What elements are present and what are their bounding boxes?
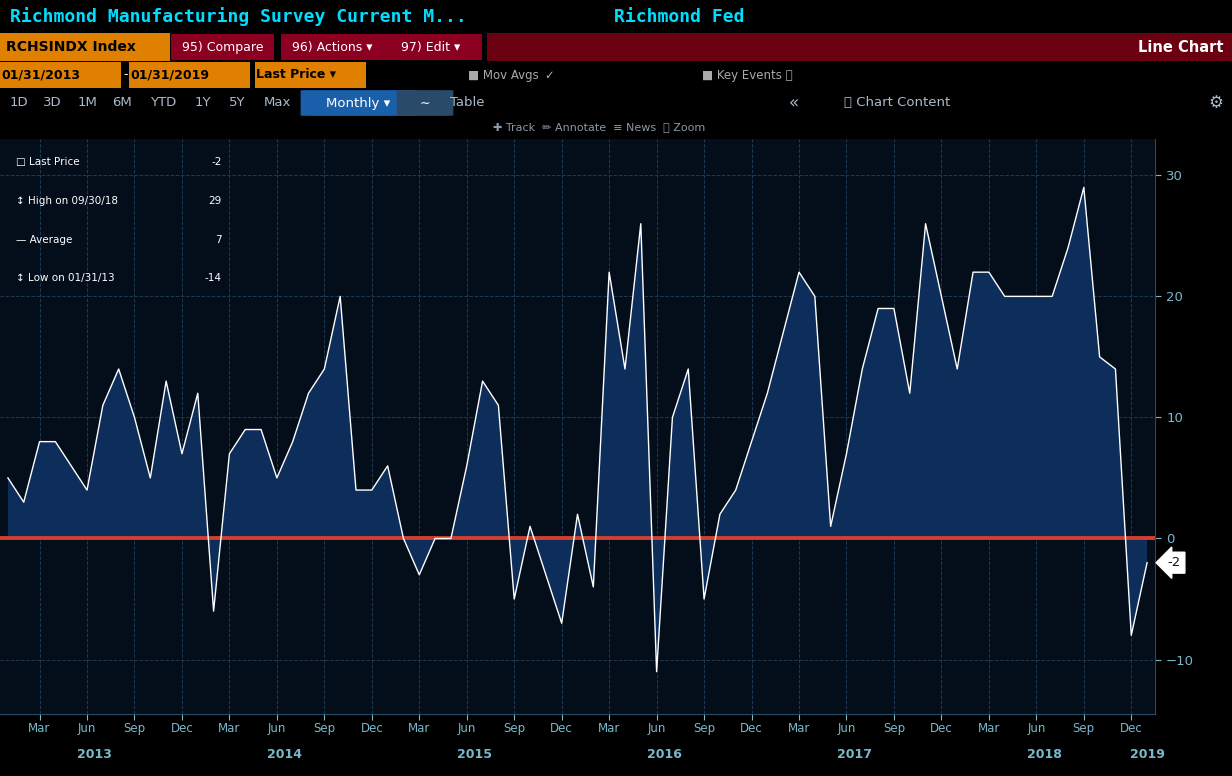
Text: 2019: 2019 <box>1130 748 1164 761</box>
Text: -: - <box>123 68 128 81</box>
Text: 5Y: 5Y <box>229 96 245 109</box>
Text: ■ Key Events ⓘ: ■ Key Events ⓘ <box>702 68 793 81</box>
Text: ∼: ∼ <box>420 96 430 109</box>
FancyBboxPatch shape <box>171 34 274 60</box>
Text: 6M: 6M <box>112 96 132 109</box>
Text: 96) Actions ▾: 96) Actions ▾ <box>292 40 372 54</box>
Text: Table: Table <box>450 96 484 109</box>
Text: 01/31/2013: 01/31/2013 <box>1 68 80 81</box>
Text: 2017: 2017 <box>837 748 872 761</box>
Text: Last Price ▾: Last Price ▾ <box>256 68 336 81</box>
Text: 2014: 2014 <box>267 748 302 761</box>
Text: □ Last Price: □ Last Price <box>16 158 79 167</box>
Text: Max: Max <box>264 96 291 109</box>
Text: — Average: — Average <box>16 234 73 244</box>
Text: 95) Compare: 95) Compare <box>181 40 264 54</box>
FancyBboxPatch shape <box>397 90 453 116</box>
Text: ↕ Low on 01/31/13: ↕ Low on 01/31/13 <box>16 273 115 283</box>
FancyBboxPatch shape <box>129 62 250 88</box>
FancyBboxPatch shape <box>487 33 1232 61</box>
Text: 97) Edit ▾: 97) Edit ▾ <box>400 40 461 54</box>
FancyBboxPatch shape <box>255 62 366 88</box>
Text: YTD: YTD <box>150 96 176 109</box>
Text: ↕ High on 09/30/18: ↕ High on 09/30/18 <box>16 196 118 206</box>
Text: 2013: 2013 <box>78 748 112 761</box>
Text: -14: -14 <box>205 273 222 283</box>
Text: Line Chart: Line Chart <box>1138 40 1223 54</box>
Text: 1D: 1D <box>10 96 28 109</box>
Text: 01/31/2019: 01/31/2019 <box>131 68 209 81</box>
Text: 2016: 2016 <box>647 748 683 761</box>
Text: Monthly ▾: Monthly ▾ <box>326 96 391 109</box>
Text: ■ Mov Avgs  ✓: ■ Mov Avgs ✓ <box>468 68 554 81</box>
FancyBboxPatch shape <box>379 34 482 60</box>
Text: 29: 29 <box>208 196 222 206</box>
Text: ✚ Track  ✏ Annotate  ≡ News  🔍 Zoom: ✚ Track ✏ Annotate ≡ News 🔍 Zoom <box>493 123 705 133</box>
FancyBboxPatch shape <box>301 90 418 116</box>
Text: «: « <box>788 94 798 112</box>
Text: 1M: 1M <box>78 96 97 109</box>
Text: -2: -2 <box>211 158 222 167</box>
Text: ⛶ Chart Content: ⛶ Chart Content <box>844 96 950 109</box>
Text: 2018: 2018 <box>1026 748 1062 761</box>
FancyBboxPatch shape <box>0 33 170 61</box>
Text: 2015: 2015 <box>457 748 492 761</box>
Text: RCHSINDX Index: RCHSINDX Index <box>6 40 136 54</box>
Text: Richmond Fed: Richmond Fed <box>614 8 744 26</box>
Text: 1Y: 1Y <box>195 96 211 109</box>
FancyBboxPatch shape <box>0 62 121 88</box>
Text: -2: -2 <box>1168 556 1181 569</box>
FancyBboxPatch shape <box>281 34 383 60</box>
Text: Richmond Manufacturing Survey Current M...: Richmond Manufacturing Survey Current M.… <box>10 7 467 26</box>
Text: 3D: 3D <box>43 96 62 109</box>
Text: 7: 7 <box>214 234 222 244</box>
Text: ⚙: ⚙ <box>1209 94 1223 112</box>
